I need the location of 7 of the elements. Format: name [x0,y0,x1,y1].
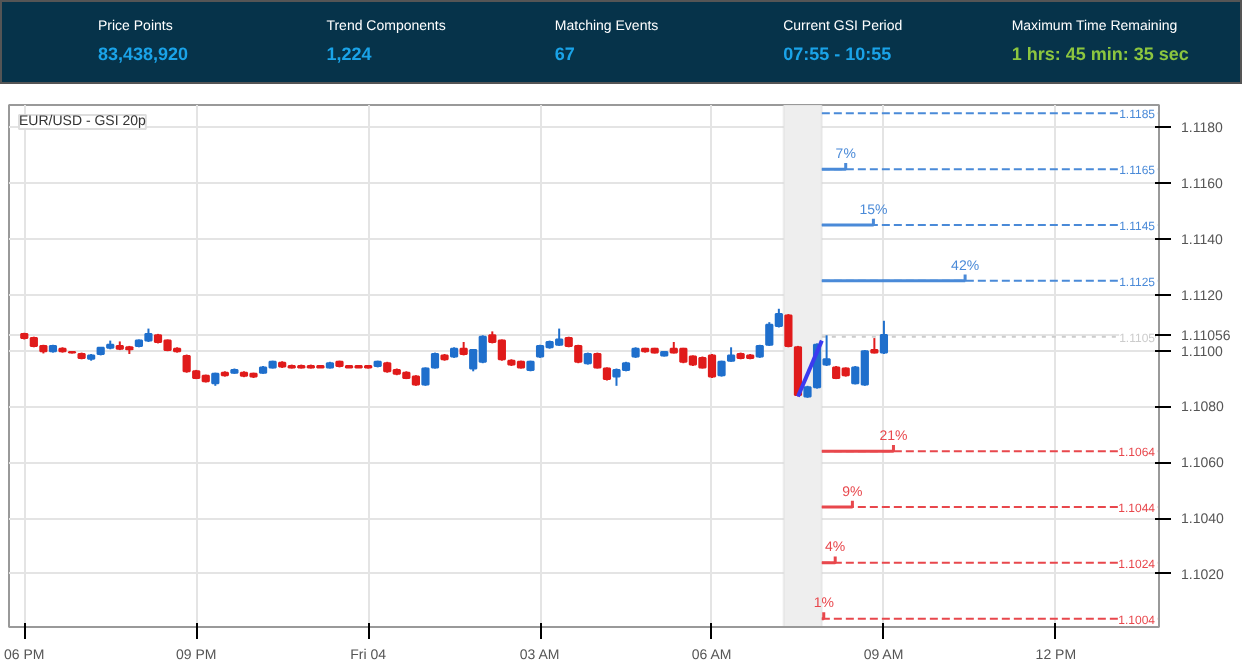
text: 1,224 [326,43,372,64]
text: 1 hrs: 45 min: 35 sec [1011,43,1189,64]
text: 83,438,920 [98,43,189,64]
candlestick [421,366,430,387]
text: 07:55 - 10:55 [783,43,892,64]
candlestick [879,319,889,355]
text: 67 [554,43,575,64]
